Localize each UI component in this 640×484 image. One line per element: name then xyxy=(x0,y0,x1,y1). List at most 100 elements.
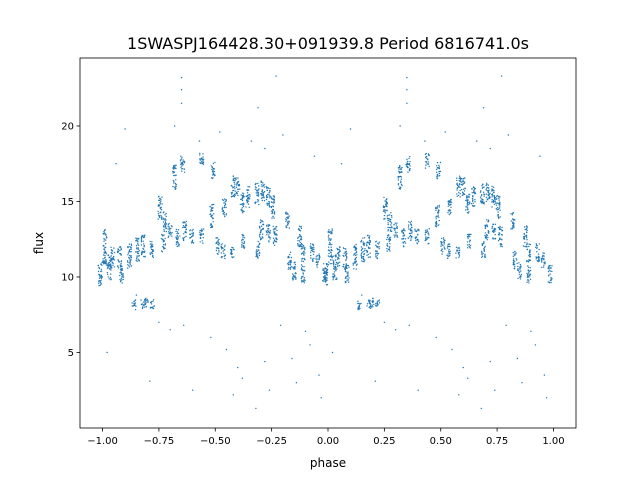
data-point xyxy=(458,254,460,256)
data-point xyxy=(383,209,385,211)
data-point xyxy=(174,166,176,168)
data-point xyxy=(326,271,329,274)
data-point xyxy=(547,270,550,273)
data-point xyxy=(399,171,402,174)
data-point xyxy=(99,281,101,283)
data-point xyxy=(501,246,503,248)
data-point xyxy=(265,230,268,232)
data-point xyxy=(325,272,327,275)
data-point xyxy=(261,185,263,188)
data-point xyxy=(456,177,458,179)
data-point xyxy=(233,194,235,197)
data-point xyxy=(122,276,124,278)
data-point xyxy=(130,255,132,257)
data-point xyxy=(335,270,337,272)
data-point xyxy=(404,242,407,244)
data-point xyxy=(551,270,553,273)
data-point xyxy=(256,199,259,201)
data-point xyxy=(447,255,449,257)
data-point xyxy=(284,212,287,215)
data-point xyxy=(113,266,116,268)
data-point xyxy=(334,268,337,270)
data-point xyxy=(527,273,529,276)
data-point xyxy=(493,196,496,198)
data-point xyxy=(235,178,237,181)
data-point xyxy=(525,227,528,230)
data-point xyxy=(199,161,201,164)
data-point xyxy=(491,201,493,203)
data-point xyxy=(374,254,377,256)
data-point xyxy=(292,276,294,278)
data-point xyxy=(169,329,171,331)
data-point xyxy=(119,274,121,277)
data-point xyxy=(499,243,501,245)
data-point xyxy=(356,254,358,256)
data-point xyxy=(469,244,472,247)
data-point xyxy=(272,241,275,243)
data-point xyxy=(98,280,100,282)
data-point xyxy=(167,225,169,228)
data-point xyxy=(220,256,223,259)
data-point xyxy=(103,229,106,232)
data-point xyxy=(135,258,138,260)
data-point xyxy=(347,264,349,267)
data-point xyxy=(496,195,499,197)
data-point xyxy=(225,213,227,215)
data-point xyxy=(201,157,203,159)
data-point xyxy=(526,231,528,234)
data-point xyxy=(290,266,293,268)
data-point xyxy=(297,228,300,230)
data-point xyxy=(385,205,388,207)
data-point xyxy=(276,234,278,236)
data-point xyxy=(122,274,124,276)
data-point xyxy=(491,190,493,192)
data-point xyxy=(336,265,339,267)
data-point xyxy=(427,163,429,165)
data-point xyxy=(388,214,391,216)
data-point xyxy=(302,273,305,275)
data-point xyxy=(544,263,546,265)
data-point xyxy=(494,389,496,391)
data-point xyxy=(396,236,399,238)
data-point xyxy=(489,196,491,198)
data-point xyxy=(294,275,296,277)
data-point xyxy=(499,202,501,204)
data-point xyxy=(384,211,386,213)
data-point xyxy=(538,259,540,261)
data-point xyxy=(151,244,154,246)
data-point xyxy=(481,244,484,246)
data-point xyxy=(259,227,261,229)
data-point xyxy=(491,199,493,201)
data-point xyxy=(199,229,201,232)
data-point xyxy=(256,194,258,196)
data-point xyxy=(122,273,124,275)
data-point xyxy=(246,192,249,194)
data-point xyxy=(108,278,110,280)
data-point xyxy=(427,158,429,160)
data-point xyxy=(239,188,241,190)
data-point xyxy=(178,243,180,246)
data-point xyxy=(182,161,184,163)
data-point xyxy=(468,241,471,243)
data-point xyxy=(135,237,137,239)
data-point xyxy=(137,252,140,255)
data-point xyxy=(161,251,164,253)
data-point xyxy=(304,259,306,261)
data-point xyxy=(231,193,233,195)
data-point xyxy=(345,259,347,261)
data-point xyxy=(175,228,178,231)
data-point xyxy=(548,269,551,271)
data-point xyxy=(386,243,388,245)
data-point xyxy=(404,238,407,240)
data-point xyxy=(257,195,260,197)
data-point xyxy=(152,254,154,257)
data-point xyxy=(130,248,132,250)
data-point xyxy=(528,282,530,284)
data-point xyxy=(213,175,216,177)
data-point xyxy=(225,200,227,202)
data-point xyxy=(138,237,140,240)
data-point xyxy=(167,235,170,237)
data-point xyxy=(110,251,113,254)
data-point xyxy=(360,254,362,256)
data-point xyxy=(268,202,270,205)
